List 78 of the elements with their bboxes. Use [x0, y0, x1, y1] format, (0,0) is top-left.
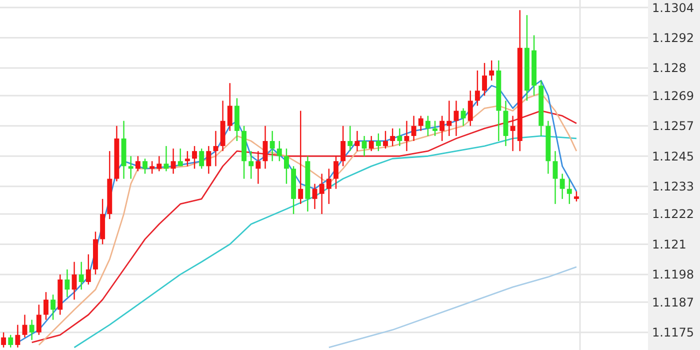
candlestick	[560, 173, 565, 200]
candlestick	[64, 268, 70, 298]
candlestick	[276, 140, 282, 162]
y-tick-label: 1.1198	[652, 268, 694, 282]
candlestick	[164, 145, 169, 172]
candlestick	[199, 148, 204, 170]
candlestick	[566, 178, 572, 205]
candlestick	[474, 70, 480, 106]
candlestick	[72, 261, 77, 300]
candlestick	[390, 128, 396, 147]
candlestick	[50, 294, 56, 320]
y-tick-label: 1.1233	[652, 180, 694, 194]
candlestick	[206, 145, 212, 174]
candlestick	[362, 135, 367, 157]
candlestick	[22, 314, 28, 338]
candlestick	[552, 150, 558, 205]
candlestick	[348, 125, 353, 152]
candlestick	[376, 132, 381, 152]
candlestick	[192, 145, 197, 170]
candlestick	[460, 108, 466, 126]
candlestick	[489, 60, 494, 82]
candlestick	[404, 120, 410, 152]
candlestick	[36, 304, 42, 336]
candlestick	[411, 115, 416, 142]
candlestick	[418, 115, 424, 132]
candlestick	[440, 115, 445, 142]
candlestick	[142, 158, 148, 174]
y-tick-label: 1.1175	[652, 326, 694, 340]
candlestick	[383, 130, 388, 150]
candlestick	[248, 150, 254, 180]
y-tick-label: 1.1222	[652, 207, 694, 222]
y-tick-label: 1.1304	[652, 0, 694, 15]
candlestick	[150, 160, 155, 174]
candlestick	[78, 261, 84, 290]
candlestick	[128, 156, 134, 180]
y-tick-label: 1.1269	[652, 88, 694, 103]
candlestick	[334, 156, 338, 190]
candlestick	[482, 62, 487, 96]
candlestick	[454, 100, 459, 137]
y-tick-label: 1.1187	[652, 295, 694, 310]
candlestick	[1, 332, 6, 348]
candlestick	[319, 173, 324, 215]
candlestick	[368, 135, 374, 152]
candlestick	[510, 115, 516, 152]
candlestick	[15, 324, 20, 348]
y-tick-label: 1.1257	[652, 119, 694, 134]
candlestick	[298, 110, 304, 205]
candlestick	[262, 125, 268, 170]
candlestick	[446, 100, 452, 137]
y-tick-label: 1.128	[652, 61, 686, 76]
candlestick	[86, 254, 91, 286]
y-tick-label: 1.1292	[652, 30, 694, 45]
candlestick	[397, 128, 402, 147]
candlestick	[29, 319, 34, 341]
candlestick	[256, 150, 261, 184]
candlestick	[213, 130, 218, 167]
candlestick	[270, 130, 275, 162]
candlestick	[156, 156, 162, 172]
candlestick	[312, 183, 318, 210]
y-tick-label: 1.121	[652, 237, 686, 252]
candlestick	[44, 291, 48, 320]
candlestick	[468, 90, 473, 126]
candlestick	[425, 115, 430, 137]
y-tick-label: 1.1245	[652, 149, 694, 164]
candlestick	[340, 125, 346, 167]
candlestick	[432, 120, 438, 137]
candlestick	[8, 334, 14, 348]
candlestick	[178, 148, 183, 167]
candlestick	[227, 82, 232, 132]
candlestick	[284, 148, 289, 184]
candlestick	[326, 168, 332, 205]
line-series	[328, 266, 578, 348]
candlestick	[184, 150, 190, 167]
candlestick	[354, 130, 360, 152]
line-series	[74, 135, 578, 348]
candlestick	[135, 156, 140, 172]
candlestick	[170, 148, 176, 174]
candlestick	[574, 190, 579, 202]
